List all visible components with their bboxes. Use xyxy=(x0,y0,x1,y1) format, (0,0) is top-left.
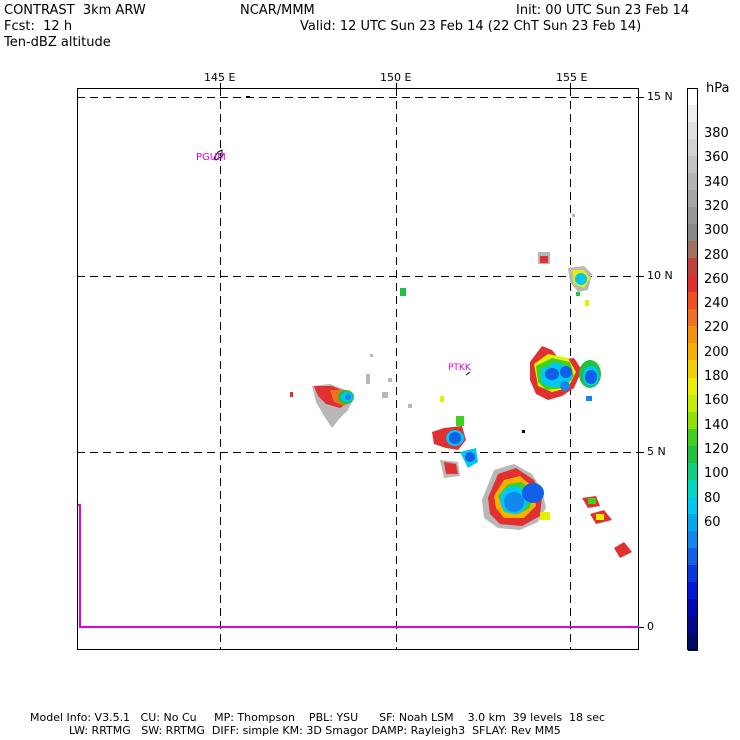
echo-cell-far-southeast xyxy=(582,496,632,558)
colorbar-tick-label: 80 xyxy=(704,490,721,506)
lat-label: 10 N xyxy=(647,269,673,282)
colorbar-tick-label: 220 xyxy=(704,320,729,336)
colorbar-cell xyxy=(688,462,698,481)
echo-cell-southeast xyxy=(482,464,550,530)
colorbar-cell xyxy=(688,530,698,549)
colorbar-cell xyxy=(688,292,698,310)
colorbar-cell xyxy=(688,88,698,106)
colorbar-cell xyxy=(688,411,698,430)
colorbar-tick-label: 100 xyxy=(704,466,729,482)
colorbar-cell xyxy=(688,598,698,617)
colorbar-cell xyxy=(688,632,698,651)
valid-time: Valid: 12 UTC Sun 23 Feb 14 (22 ChT Sun … xyxy=(300,19,642,34)
echo-cell-central xyxy=(432,396,478,478)
station-label: PTKK xyxy=(448,363,471,373)
model-info-line1: Model Info: V3.5.1 CU: No Cu MP: Thompso… xyxy=(30,711,606,724)
colorbar-tick-label: 240 xyxy=(704,296,729,312)
colorbar-cell xyxy=(688,564,698,583)
colorbar-cell xyxy=(688,241,698,259)
lat-lon-grid xyxy=(77,88,639,650)
lat-label: 5 N xyxy=(647,445,666,458)
colorbar-tick-label: 140 xyxy=(704,417,729,433)
colorbar-cell xyxy=(688,479,698,498)
colorbar-cell xyxy=(688,547,698,566)
colorbar-unit: hPa xyxy=(706,81,730,96)
island-outline xyxy=(465,371,471,376)
colorbar-cell xyxy=(688,581,698,600)
colorbar-tick-label: 260 xyxy=(704,271,729,287)
colorbar-cell xyxy=(688,156,698,174)
map-frame xyxy=(77,88,639,650)
lon-label: 155 E xyxy=(556,71,588,84)
colorbar-cell xyxy=(688,207,698,225)
colorbar-cell xyxy=(688,343,698,362)
colorbar-tick-label: 200 xyxy=(704,344,729,360)
colorbar-cell xyxy=(688,615,698,634)
station-label: PGUM xyxy=(196,152,226,163)
colorbar-cell xyxy=(688,139,698,157)
colorbar-tick-label: 120 xyxy=(704,441,729,457)
colorbar-cell xyxy=(688,224,698,242)
colorbar-tick-label: 60 xyxy=(704,514,721,530)
model-title: CONTRAST 3km ARW xyxy=(4,3,146,18)
field-name: Ten-dBZ altitude xyxy=(4,35,111,50)
colorbar-cell xyxy=(688,122,698,140)
colorbar-tick-label: 320 xyxy=(704,198,729,214)
colorbar-tick-label: 340 xyxy=(704,174,729,190)
lat-label: 0 xyxy=(647,620,654,633)
colorbar-tick-label: 180 xyxy=(704,369,729,384)
colorbar-cell xyxy=(688,190,698,208)
colorbar-cell xyxy=(688,394,698,413)
axis-ticks xyxy=(220,83,644,628)
colorbar-cell xyxy=(688,275,698,293)
domain-boundary xyxy=(78,504,639,628)
colorbar-tick-label: 160 xyxy=(704,393,729,409)
lon-label: 145 E xyxy=(204,71,236,84)
lat-label: 15 N xyxy=(647,90,673,103)
lon-label: 150 E xyxy=(380,71,412,84)
echo-cell-west xyxy=(290,384,354,428)
colorbar-cell xyxy=(688,105,698,123)
init-time: Init: 00 UTC Sun 23 Feb 14 xyxy=(516,3,690,18)
radar-echoes xyxy=(246,96,632,558)
model-info-line2: LW: RRTMG SW: RRTMG DIFF: simple KM: 3D … xyxy=(69,724,561,737)
colorbar-tick-label: 300 xyxy=(704,223,729,239)
colorbar-tick-label: 360 xyxy=(704,150,729,166)
colorbar-cell xyxy=(688,496,698,515)
colorbar-cell xyxy=(688,326,698,345)
colorbar-cell xyxy=(688,173,698,191)
echo-cell-northeast xyxy=(530,346,601,401)
colorbar-frame xyxy=(687,88,698,650)
organization-label: NCAR/MMM xyxy=(240,3,315,18)
colorbar-cell xyxy=(688,445,698,464)
colorbar-tick-label: 380 xyxy=(704,126,729,141)
colorbar-cell xyxy=(688,309,698,328)
colorbar-cell xyxy=(688,428,698,447)
echo-cell-north xyxy=(400,252,592,306)
colorbar-cell xyxy=(688,513,698,532)
colorbar-cell xyxy=(688,360,698,379)
forecast-hour: Fcst: 12 h xyxy=(4,19,73,34)
colorbar-cell xyxy=(688,377,698,396)
scattered-echoes xyxy=(246,96,575,433)
colorbar-tick-label: 280 xyxy=(704,247,729,263)
colorbar-cell xyxy=(688,258,698,276)
island-outline xyxy=(213,149,223,161)
